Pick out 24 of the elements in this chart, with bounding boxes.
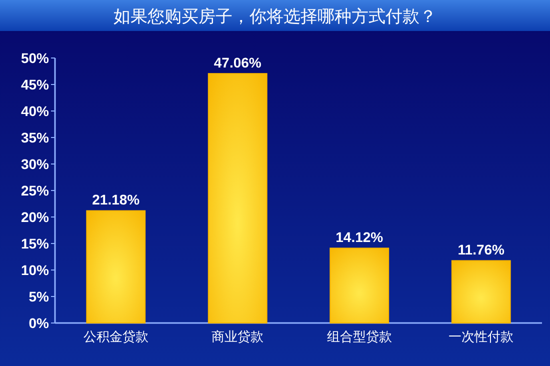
data-label: 11.76%: [458, 242, 506, 258]
bar: [86, 210, 146, 324]
y-tick-label: 35%: [20, 130, 50, 146]
y-tick-label: 5%: [28, 288, 50, 304]
data-label: 21.18%: [92, 192, 140, 208]
x-tick-label: 商业贷款: [212, 330, 264, 345]
y-tick-label: 30%: [20, 156, 50, 172]
bar: [208, 73, 268, 324]
y-tick-label: 20%: [20, 209, 50, 225]
y-tick-label: 0%: [28, 315, 50, 331]
y-tick-label: 25%: [20, 182, 50, 198]
x-tick-label: 组合型贷款: [326, 330, 392, 345]
y-tick-label: 10%: [20, 262, 50, 278]
data-label: 47.06%: [214, 54, 262, 71]
y-tick-label: 15%: [20, 236, 50, 252]
chart-title: 如果您购买房子，你将选择哪种方式付款？: [114, 7, 436, 27]
x-tick-label: 一次性付款: [448, 330, 514, 345]
y-tick-label: 50%: [20, 50, 50, 66]
y-tick-label: 45%: [20, 76, 50, 92]
bar: [330, 248, 390, 324]
x-tick-label: 公积金贷款: [83, 330, 148, 345]
data-label: 14.12%: [336, 229, 384, 246]
y-tick-label: 40%: [20, 103, 50, 119]
bar: [451, 260, 511, 324]
